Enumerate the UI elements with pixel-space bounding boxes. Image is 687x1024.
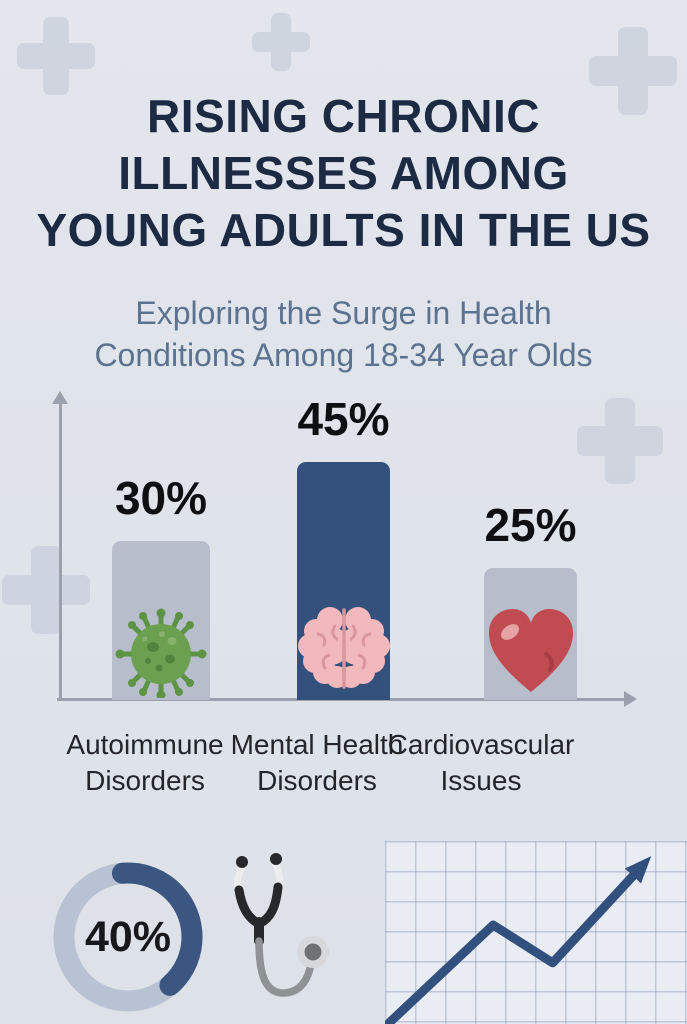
trend-chart: [385, 841, 687, 1024]
title-line-3: YOUNG ADULTS IN THE US: [36, 204, 651, 256]
subtitle-line-2: Conditions Among 18-34 Year Olds: [94, 337, 593, 373]
title-line-1: RISING CHRONIC: [147, 90, 540, 142]
y-axis-arrow-icon: [52, 391, 68, 404]
brain-icon: [297, 607, 390, 689]
bar-group-mental-health: 45%: [297, 392, 390, 700]
bar-value-label: 25%: [484, 498, 577, 551]
category-label-cardiovascular: Cardiovascular Issues: [387, 729, 575, 796]
subtitle-line-1: Exploring the Surge in Health: [135, 295, 552, 331]
heart-icon: [488, 609, 573, 692]
y-axis: [59, 404, 62, 700]
virus-icon: [115, 608, 207, 698]
donut-arc: [53, 862, 203, 1012]
bar-mental-health: [297, 461, 390, 700]
stethoscope-icon: [220, 850, 335, 1012]
plus-icon: [17, 17, 95, 95]
x-axis-arrow-icon: [624, 691, 637, 707]
category-label-mental-health: Mental Health Disorders: [230, 729, 404, 796]
bar-value-label: 45%: [297, 392, 390, 445]
bar-autoimmune: [112, 541, 210, 700]
trend-line: [385, 856, 652, 1024]
bar-cardiovascular: [484, 567, 577, 700]
title-line-2: ILLNESSES AMONG: [118, 147, 569, 199]
donut-value-label: 40%: [84, 912, 172, 961]
page-title: RISING CHRONIC ILLNESSES AMONG YOUNG ADU…: [0, 88, 687, 259]
plus-icon: [252, 13, 310, 71]
plus-icon: [2, 546, 90, 634]
bar-value-label: 30%: [114, 472, 208, 524]
page-subtitle: Exploring the Surge in Health Conditions…: [0, 292, 687, 376]
bar-group-autoimmune: 30%: [112, 471, 210, 700]
plus-icon: [577, 398, 663, 484]
category-label-autoimmune: Autoimmune Disorders: [66, 729, 224, 796]
donut-chart: 40%: [50, 859, 206, 1015]
bar-group-cardiovascular: 25%: [484, 498, 577, 700]
